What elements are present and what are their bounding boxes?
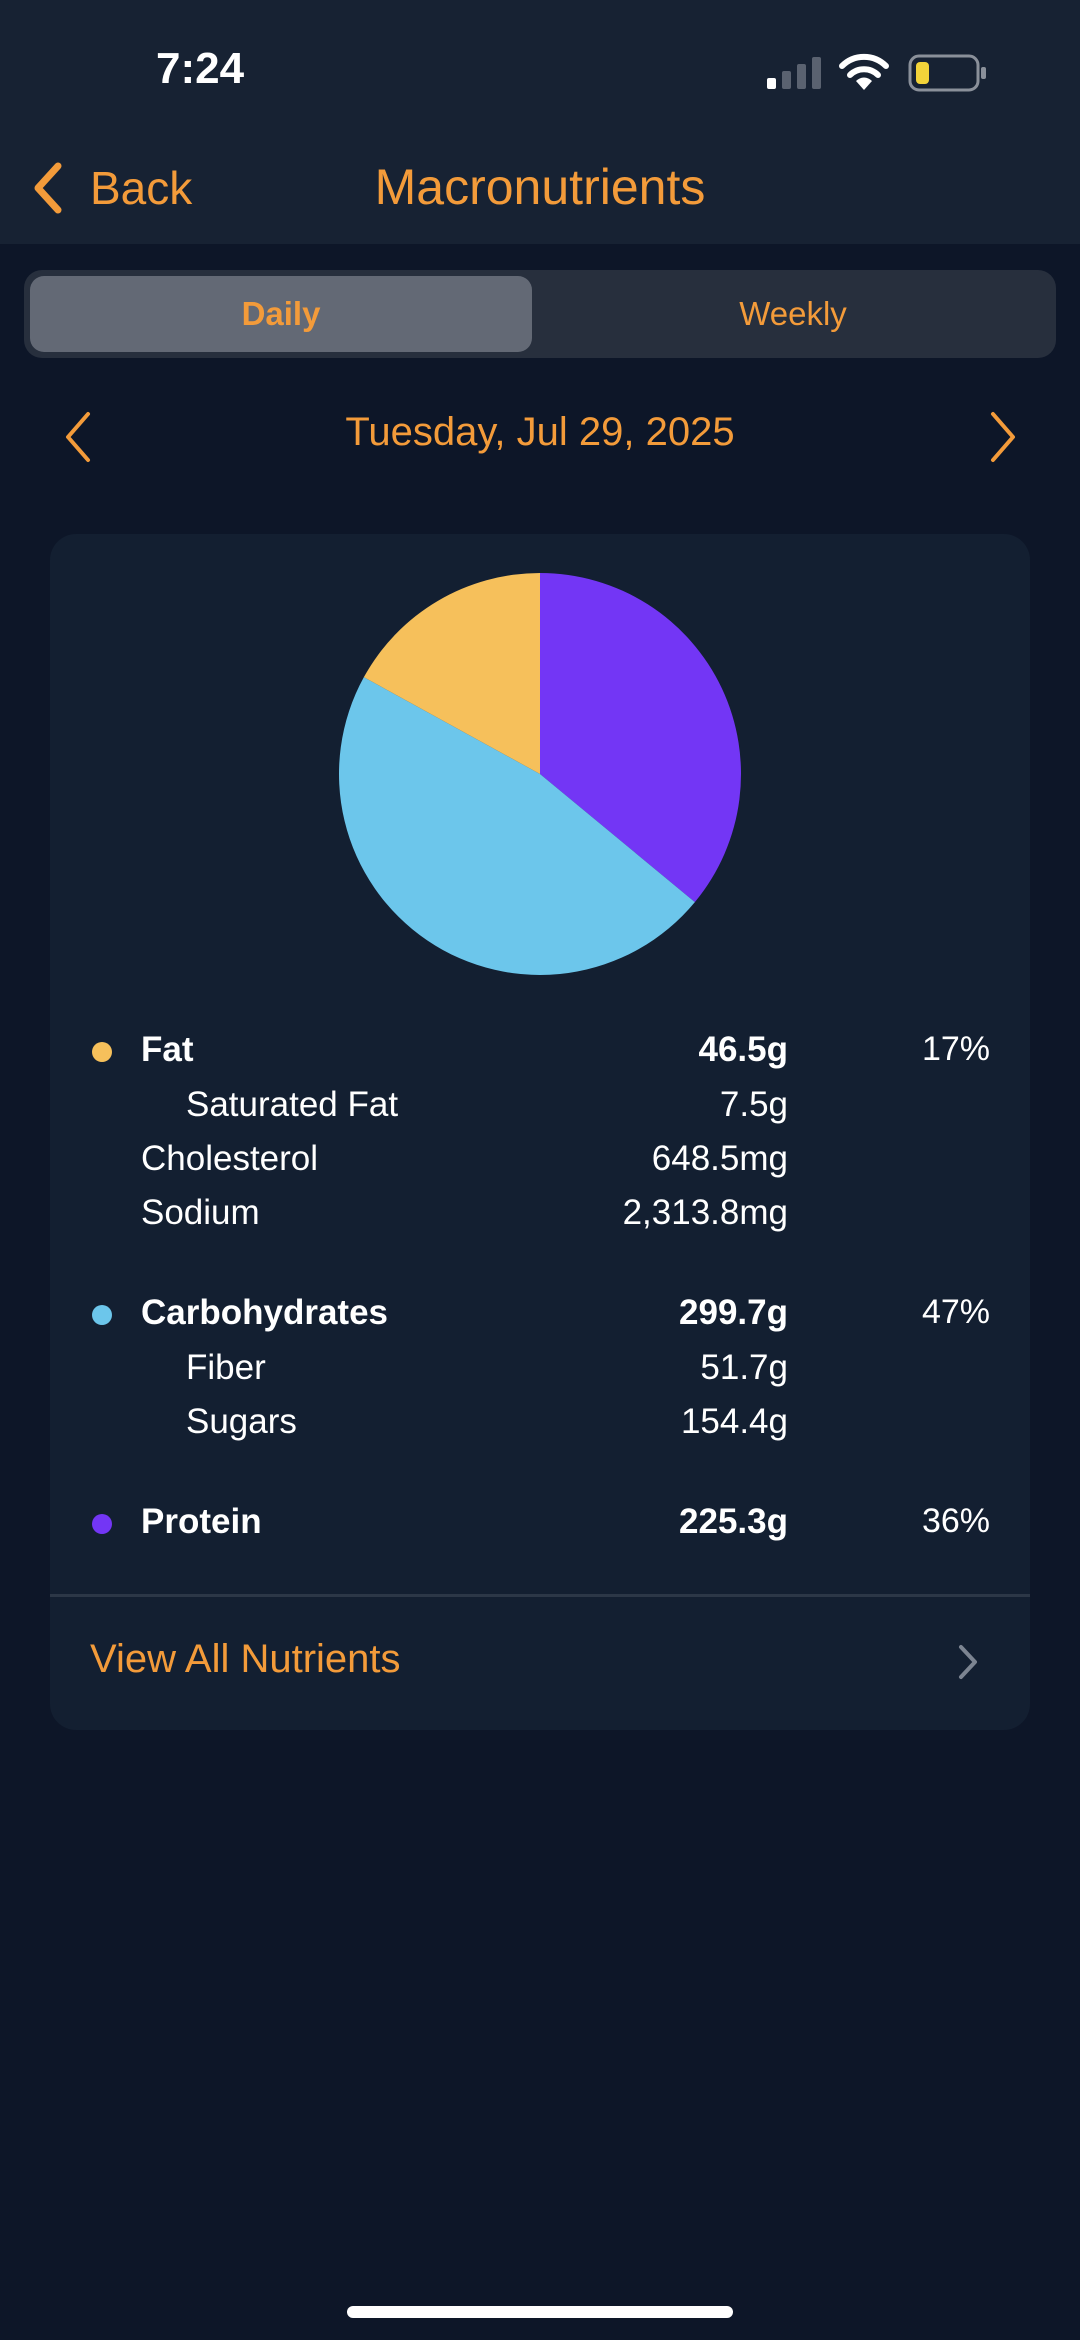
nutrient-row-fat: Fat 46.5g 17% [50,1026,1030,1078]
status-time: 7:24 [156,44,245,93]
tab-weekly[interactable]: Weekly [739,295,847,332]
next-day-button[interactable] [985,408,1021,466]
pie-slice-fat [363,573,540,774]
previous-day-button[interactable] [60,408,96,466]
carbohydrates-percent: 47% [921,1293,990,1331]
pie-slice-protein [540,573,741,903]
cellular-signal-icon [767,57,821,89]
card-divider [50,1594,1030,1597]
saturated-fat-label: Saturated Fat [186,1085,399,1124]
nutrient-row-sugars: Sugars 154.4g [50,1398,1030,1450]
page-title: Macronutrients [374,159,706,215]
period-segmented-control: Daily Weekly [24,270,1056,358]
nutrient-row-saturated-fat: Saturated Fat 7.5g [50,1081,1030,1133]
protein-legend-dot [92,1514,112,1534]
sodium-label: Sodium [141,1193,260,1232]
fat-label: Fat [141,1030,194,1069]
nutrient-row-sodium: Sodium 2,313.8mg [50,1189,1030,1241]
macronutrient-pie-chart [339,573,741,975]
date-label: Tuesday, Jul 29, 2025 [345,410,735,454]
cholesterol-value: 648.5mg [651,1139,788,1178]
tab-daily[interactable]: Daily [30,276,532,352]
nutrient-row-protein: Protein 225.3g 36% [50,1498,1030,1550]
fat-percent: 17% [921,1030,990,1068]
saturated-fat-value: 7.5g [719,1085,788,1124]
carbohydrates-legend-dot [92,1305,112,1325]
protein-label: Protein [141,1502,262,1541]
wifi-icon [839,53,889,90]
view-all-nutrients-button[interactable]: View All Nutrients [50,1597,1030,1730]
nutrient-row-fiber: Fiber 51.7g [50,1344,1030,1396]
macronutrients-card: Fat 46.5g 17% Saturated Fat 7.5g Cholest… [50,534,1030,1730]
chevron-right-icon [959,1645,977,1679]
fat-value: 46.5g [698,1030,789,1069]
protein-value: 225.3g [679,1502,788,1541]
protein-percent: 36% [921,1502,990,1540]
home-indicator [347,2306,733,2318]
fat-legend-dot [92,1042,112,1062]
carbohydrates-value: 299.7g [679,1293,788,1332]
battery-low-icon [908,54,986,92]
fiber-value: 51.7g [700,1348,788,1387]
view-all-nutrients-label: View All Nutrients [90,1637,401,1681]
top-bar: 7:24 Back Macronutrients [0,0,1080,244]
pie-slice-carbohydrates [339,677,695,975]
back-button[interactable]: Back [30,158,192,218]
carbohydrates-label: Carbohydrates [141,1293,389,1332]
sodium-value: 2,313.8mg [622,1193,788,1232]
sugars-label: Sugars [186,1402,297,1441]
chevron-left-icon [34,162,62,214]
sugars-value: 154.4g [680,1402,788,1441]
back-label: Back [90,162,193,214]
nutrient-row-carbohydrates: Carbohydrates 299.7g 47% [50,1289,1030,1341]
nutrient-row-cholesterol: Cholesterol 648.5mg [50,1135,1030,1187]
fiber-label: Fiber [186,1348,266,1387]
cholesterol-label: Cholesterol [141,1139,319,1178]
